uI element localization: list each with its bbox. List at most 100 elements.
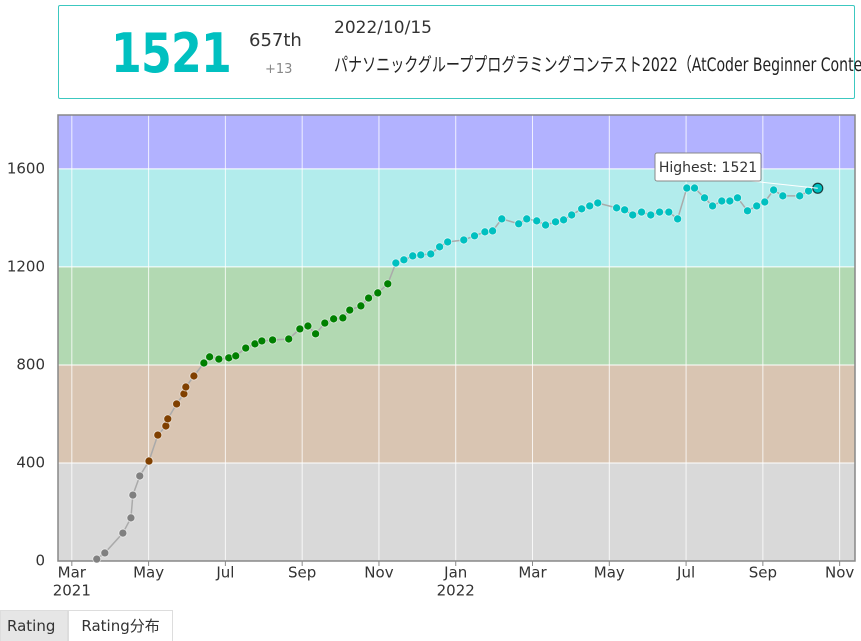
rating-point [637, 207, 646, 217]
rating-point [303, 321, 313, 331]
rating-point [214, 354, 224, 364]
x-tick-label: Mar [518, 564, 547, 582]
rating-point [760, 197, 770, 207]
x-tick-label: Jul [676, 564, 695, 582]
rating-point [778, 191, 788, 201]
rating-point [257, 336, 267, 346]
rating-point [373, 288, 383, 298]
rating-point [153, 430, 163, 440]
x-tick-label: Jul [215, 564, 234, 582]
rating-point [628, 210, 638, 220]
rating-point [497, 214, 507, 224]
rating-point [612, 203, 621, 213]
rating-point [532, 216, 542, 226]
rating-point [480, 227, 490, 237]
rating-point [700, 193, 709, 203]
y-tick-label: 0 [35, 552, 45, 570]
rating-point [320, 318, 330, 328]
x-tick-label: May [133, 564, 164, 582]
rating-point [92, 554, 102, 564]
rating-point [391, 258, 401, 268]
rating-point [567, 210, 577, 220]
rating-point [100, 548, 110, 558]
rating-band [58, 168, 855, 267]
rating-point [408, 251, 418, 261]
rating-point [435, 242, 445, 252]
rating-point [551, 217, 560, 227]
rating-chart: 0 400 800 1200 1600 Mar May Jul Sep Nov Jan Mar May J… [7, 114, 856, 600]
rating-point [163, 414, 173, 424]
rating-point [189, 371, 199, 381]
rating-diff: +13 [265, 62, 293, 77]
rating-band [58, 462, 855, 561]
rating-point [593, 198, 603, 208]
plot-border [57, 114, 856, 562]
rating-point [205, 352, 215, 362]
rating-point [443, 237, 453, 247]
rating-point [655, 207, 664, 217]
x-tick-label: May [594, 564, 625, 582]
rating-point [426, 249, 436, 259]
tab[interactable]: Rating分布 [68, 610, 173, 641]
rating-point [345, 305, 355, 315]
rating-point [752, 201, 762, 211]
rating-point [338, 313, 348, 323]
rating-point [690, 183, 699, 193]
rating-point [664, 207, 674, 217]
rank: 657th [249, 30, 302, 51]
rating-point [708, 201, 717, 211]
x-tick-year: 2022 [437, 582, 475, 600]
rating-point [769, 185, 779, 195]
rating-point [673, 214, 683, 224]
rating-point [126, 513, 136, 523]
rating-band [58, 364, 855, 463]
rating-point [795, 191, 805, 201]
x-tick-label: Sep [749, 564, 777, 582]
rating-point [311, 329, 321, 339]
rating-point [541, 220, 550, 230]
rating-point [620, 205, 630, 215]
rating-point [399, 255, 409, 265]
contest-name[interactable]: パナソニックグループプログラミングコンテスト2022（AtCoder Begin… [334, 54, 861, 76]
rating-point [717, 196, 727, 206]
rating-point [488, 226, 497, 236]
y-tick-label: 1600 [7, 159, 45, 177]
x-tick-year: 2021 [53, 582, 91, 600]
rating-point [522, 214, 532, 224]
rating-point [743, 206, 752, 216]
x-tick-label: Sep [288, 564, 316, 582]
rating-point [416, 250, 426, 260]
x-tick-label: Nov [364, 564, 393, 582]
rating-point [646, 210, 656, 220]
y-tick-label: 400 [16, 453, 45, 471]
rating-point [118, 528, 128, 538]
rating-point [459, 235, 469, 245]
tab[interactable]: Rating [0, 610, 69, 641]
tab-bar: Rating Rating分布 [0, 610, 173, 641]
annotation-box [654, 152, 762, 182]
rating-point [804, 186, 813, 196]
rating-point [241, 343, 251, 353]
rating-point [295, 324, 305, 334]
rating-point [135, 471, 145, 481]
rating-point [144, 456, 154, 466]
rating-point [364, 293, 373, 303]
y-tick-label: 1200 [7, 257, 45, 275]
x-tick-label: Jan [443, 564, 467, 582]
rating-point [329, 314, 339, 324]
annotation: Highest: 1521 [659, 160, 757, 176]
rating-point [470, 231, 479, 241]
rating-point [231, 351, 241, 361]
rating-point [128, 490, 138, 500]
x-tick-label: Mar [58, 564, 87, 582]
rating-point [682, 183, 692, 193]
rating-point [733, 193, 742, 203]
rating-band [58, 266, 855, 365]
rating-point [284, 334, 294, 344]
rating-point [199, 358, 209, 368]
annotation-leader [750, 180, 818, 189]
x-tick-label: Nov [825, 564, 854, 582]
rating-point [585, 201, 595, 211]
rating-point [268, 335, 278, 345]
